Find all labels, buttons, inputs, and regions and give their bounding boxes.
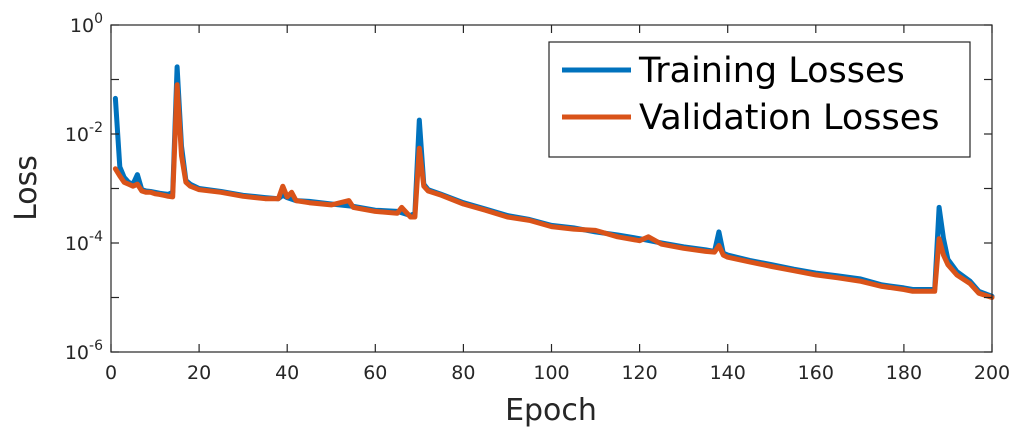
x-tick-label: 140 — [710, 362, 746, 384]
y-tick-label: 10-4 — [65, 229, 103, 255]
x-tick-label: 200 — [974, 362, 1010, 384]
x-tick-label: 100 — [533, 362, 569, 384]
y-axis-label: Loss — [9, 155, 44, 221]
x-axis-label: Epoch — [505, 393, 597, 428]
x-tick-label: 120 — [621, 362, 657, 384]
plot-lines — [112, 64, 995, 300]
y-axis: 10-6 10-4 10-2 100 — [65, 11, 992, 364]
legend-label-validation: Validation Losses — [639, 98, 940, 138]
x-tick-label: 80 — [451, 362, 475, 384]
x-tick-label: 160 — [798, 362, 834, 384]
y-tick-label: 10-2 — [65, 120, 103, 146]
x-tick-label: 180 — [886, 362, 922, 384]
series-line-validation — [112, 82, 995, 300]
legend: Training Losses Validation Losses — [548, 41, 971, 158]
x-axis: 0 20 40 60 80 100 120 140 160 180 200 — [105, 25, 1010, 384]
y-tick-label: 100 — [70, 11, 103, 37]
legend-box — [548, 41, 971, 158]
x-tick-label: 60 — [363, 362, 387, 384]
x-tick-label: 20 — [187, 362, 211, 384]
x-tick-label: 0 — [105, 362, 117, 384]
legend-label-training: Training Losses — [638, 51, 905, 91]
y-tick-label: 10-6 — [65, 338, 103, 364]
x-tick-label: 40 — [275, 362, 299, 384]
